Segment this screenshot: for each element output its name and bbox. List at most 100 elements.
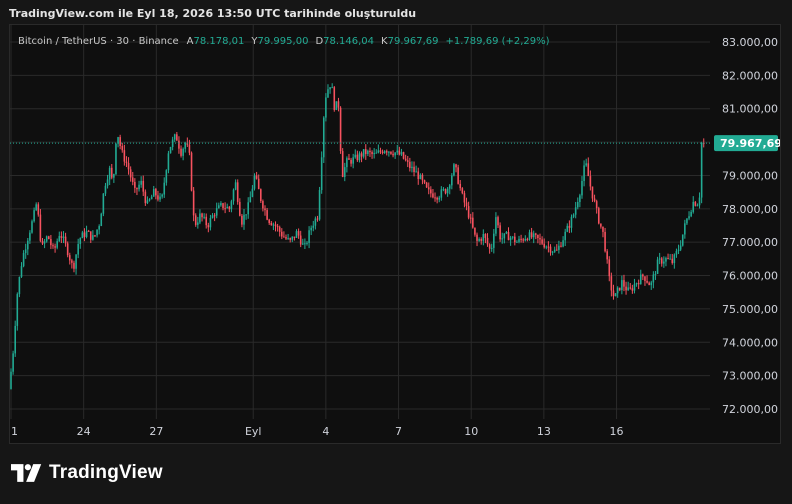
candle-body [432,193,434,198]
candle-body [583,165,585,181]
candle-body [253,175,256,189]
candle-body [119,137,121,147]
candle-body [337,101,340,108]
candle-body [226,206,229,209]
candle-body [585,163,587,166]
candle-body [243,214,245,225]
candle-body [285,237,287,239]
candle-body [29,232,31,241]
candle-body [199,213,201,223]
candle-body [648,282,650,286]
candle-body [547,246,550,248]
candle-body [570,216,573,228]
low-value: 78.146,04 [323,36,375,47]
chart-panel[interactable]: 83.000,00 82.000,00 81.000,00 79.000,00 78.0… [9,24,781,444]
candle-body [52,245,54,247]
change-value: +1.789,69 (+2,29%) [445,36,550,47]
candle-body [451,175,453,186]
price-chart[interactable]: 83.000,00 82.000,00 81.000,00 79.000,00 78.0… [10,25,780,443]
candle-body [532,233,535,238]
candle-body [121,146,124,151]
candle-body [56,241,58,248]
candle-body [610,276,613,291]
y-tick-label: 72.000,00 [722,403,778,416]
candle-body [625,286,627,291]
candle-body [136,187,138,190]
candle-body [314,218,317,226]
candle-body [505,232,508,234]
candle-body [180,148,182,156]
candle-body [528,232,531,240]
candle-body [295,231,298,238]
candle-body [406,160,409,162]
candle-body [692,201,695,212]
x-tick-label: 4 [322,425,329,438]
x-tick-label: Eyl [245,425,262,438]
candle-body [207,225,210,228]
candle-body [616,287,619,294]
candle-body [543,243,545,248]
x-tick-label: 13 [537,425,551,438]
candle-body [484,233,487,238]
candle-body [241,215,243,225]
candle-body [646,280,648,283]
tradingview-brand[interactable]: TradingView [11,462,163,484]
candle-body [108,167,111,180]
candle-body [663,261,665,264]
y-tick-label: 78.000,00 [722,203,778,216]
candle-body [486,237,489,245]
candle-body [639,274,642,285]
candle-body [375,152,378,154]
candle-body [394,152,396,156]
candle-body [18,276,21,295]
candle-body [684,223,686,235]
candle-body [100,213,103,227]
candle-body [220,203,222,206]
candle-body [260,189,262,202]
candle-body [339,107,342,152]
candle-body [26,240,29,250]
candle-body [165,170,168,183]
candle-body [520,238,522,240]
candle-body [306,242,308,244]
candle-body [419,174,422,179]
candle-body [346,158,348,168]
candle-body [79,238,82,245]
candle-body [289,238,291,240]
candle-body [579,195,581,203]
candle-body [308,230,310,243]
candle-body [562,240,564,247]
candle-body [495,217,497,234]
candle-body [66,243,69,256]
y-tick-label: 79.000,00 [722,169,778,182]
candle-body [371,152,373,155]
candle-body [679,245,682,250]
candle-body [178,140,180,149]
candle-body [358,153,361,161]
candle-body [266,210,268,220]
candle-body [312,225,315,228]
candle-body [555,249,558,251]
candle-body [558,245,560,250]
brand-name: TradingView [49,462,163,483]
candle-body [45,236,48,242]
candle-body [518,238,520,242]
y-tick-label: 74.000,00 [722,336,778,349]
y-tick-label: 73.000,00 [722,370,778,383]
candle-body [354,154,357,158]
candle-body [272,224,275,226]
candle-body [75,254,77,269]
candle-body [402,152,405,159]
candle-body [161,194,163,197]
candle-body [92,235,94,240]
candle-body [652,274,655,283]
candle-body [551,251,554,253]
candle-body [409,161,411,169]
candle-body [47,236,50,240]
candle-body [350,159,352,164]
candle-body [553,249,556,252]
candle-body [320,157,323,191]
candle-body [276,226,279,228]
candle-body [654,273,657,275]
candle-body [631,288,634,291]
